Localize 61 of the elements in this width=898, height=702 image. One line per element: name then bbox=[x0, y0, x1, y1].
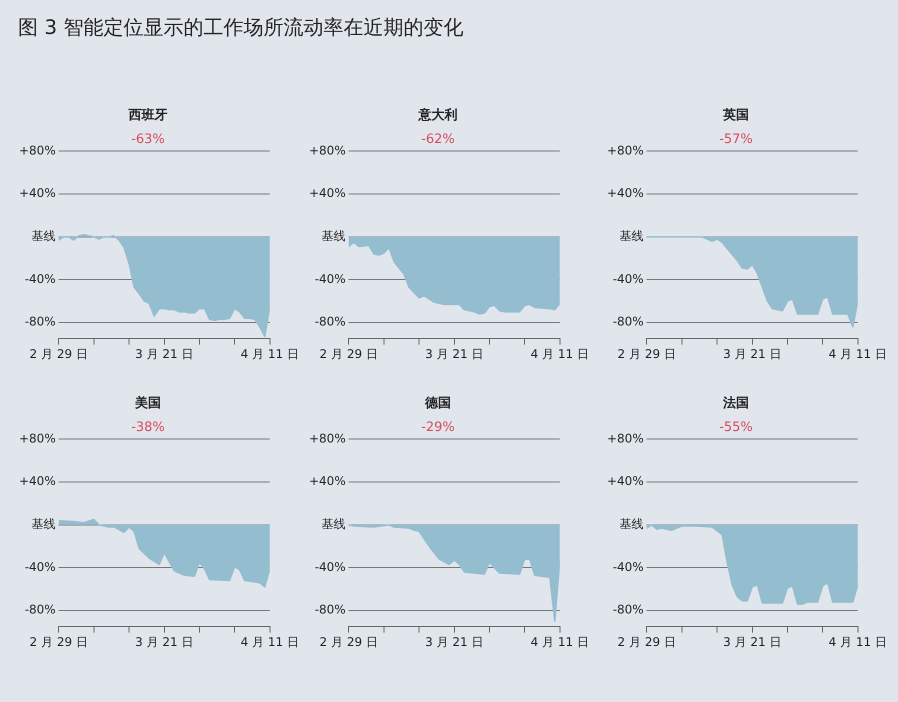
y-tick-label: 基线 bbox=[620, 228, 644, 243]
y-tick-label: +40% bbox=[606, 186, 644, 200]
x-tick-label: 3 月 21 日 bbox=[135, 346, 194, 361]
chart-title: 德国 bbox=[424, 396, 451, 412]
chart-subtitle: -55% bbox=[719, 420, 753, 435]
y-tick-label: +40% bbox=[18, 186, 56, 200]
y-tick-label: 基线 bbox=[322, 516, 346, 531]
x-tick-label: 2 月 29 日 bbox=[30, 346, 88, 361]
x-tick-label: 4 月 11 日 bbox=[240, 634, 300, 649]
x-tick-label: 2 月 29 日 bbox=[320, 346, 378, 361]
y-tick-label: -40% bbox=[314, 272, 346, 286]
x-tick-label: 4 月 11 日 bbox=[828, 634, 888, 649]
y-tick-label: +40% bbox=[606, 474, 644, 488]
chart-title: 美国 bbox=[134, 395, 161, 412]
y-tick-label: +40% bbox=[18, 474, 56, 488]
chart-title: 法国 bbox=[722, 396, 749, 412]
y-tick-label: +80% bbox=[606, 431, 644, 446]
chart-subtitle: -38% bbox=[131, 420, 165, 435]
caption: 图 3 智能定位显示的工作场所流动率在近期的变化 bbox=[18, 14, 464, 41]
chart-subtitle: -29% bbox=[421, 420, 455, 435]
y-tick-label: 基线 bbox=[322, 228, 346, 243]
chart-subtitle: -62% bbox=[421, 132, 455, 147]
y-tick-label: -40% bbox=[24, 272, 56, 286]
y-tick-label: +80% bbox=[18, 143, 56, 158]
x-tick-label: 3 月 21 日 bbox=[425, 346, 484, 361]
y-tick-label: 基线 bbox=[32, 516, 56, 531]
chart-title: 英国 bbox=[722, 108, 749, 124]
y-tick-label: -40% bbox=[612, 560, 644, 574]
y-tick-label: -80% bbox=[314, 602, 346, 617]
x-tick-label: 4 月 11 日 bbox=[828, 346, 888, 361]
chart-subtitle: -57% bbox=[719, 132, 753, 147]
x-tick-label: 4 月 11 日 bbox=[530, 634, 590, 649]
x-tick-label: 2 月 29 日 bbox=[618, 634, 676, 649]
x-tick-label: 3 月 21 日 bbox=[135, 634, 194, 649]
x-tick-label: 4 月 11 日 bbox=[530, 346, 590, 361]
x-tick-label: 2 月 29 日 bbox=[30, 634, 88, 649]
y-tick-label: -80% bbox=[24, 602, 56, 617]
y-tick-label: 基线 bbox=[620, 516, 644, 531]
chart-title: 西班牙 bbox=[128, 108, 168, 124]
y-tick-label: -40% bbox=[24, 560, 56, 574]
x-tick-label: 4 月 11 日 bbox=[240, 346, 300, 361]
x-tick-label: 3 月 21 日 bbox=[723, 346, 782, 361]
y-tick-label: -40% bbox=[314, 560, 346, 574]
chart-title: 意大利 bbox=[418, 107, 458, 124]
y-tick-label: -80% bbox=[314, 314, 346, 329]
y-tick-label: +80% bbox=[308, 431, 346, 446]
y-tick-label: +80% bbox=[606, 143, 644, 158]
y-tick-label: +80% bbox=[308, 143, 346, 158]
y-tick-label: 基线 bbox=[32, 228, 56, 243]
y-tick-label: +80% bbox=[18, 431, 56, 446]
x-tick-label: 3 月 21 日 bbox=[723, 634, 782, 649]
y-tick-label: -80% bbox=[24, 314, 56, 329]
y-tick-label: +40% bbox=[308, 474, 346, 488]
y-tick-label: +40% bbox=[308, 186, 346, 200]
x-tick-label: 2 月 29 日 bbox=[618, 346, 676, 361]
x-tick-label: 3 月 21 日 bbox=[425, 634, 484, 649]
chart-subtitle: -63% bbox=[131, 132, 165, 147]
y-tick-label: -40% bbox=[612, 272, 644, 286]
y-tick-label: -80% bbox=[612, 314, 644, 329]
x-tick-label: 2 月 29 日 bbox=[320, 634, 378, 649]
y-tick-label: -80% bbox=[612, 602, 644, 617]
